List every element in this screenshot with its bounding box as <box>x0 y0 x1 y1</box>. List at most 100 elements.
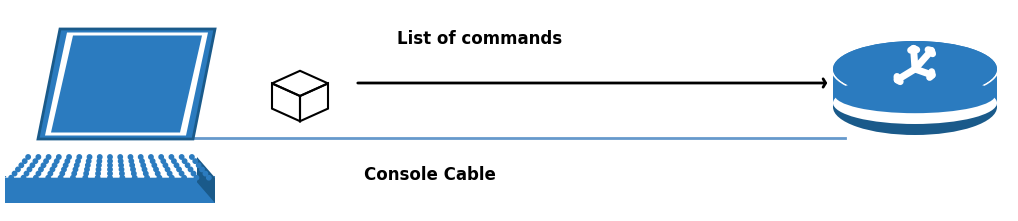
Circle shape <box>39 167 43 172</box>
Circle shape <box>128 155 132 159</box>
Circle shape <box>70 175 75 180</box>
Polygon shape <box>51 36 202 133</box>
Circle shape <box>193 159 197 163</box>
Circle shape <box>62 167 66 172</box>
Circle shape <box>120 171 124 176</box>
Circle shape <box>207 175 211 180</box>
Circle shape <box>169 155 174 159</box>
Circle shape <box>142 163 146 168</box>
Circle shape <box>179 155 184 159</box>
Circle shape <box>188 167 192 172</box>
Circle shape <box>163 163 168 168</box>
Text: Console Cable: Console Cable <box>364 166 496 184</box>
Ellipse shape <box>831 39 999 99</box>
Circle shape <box>177 167 181 172</box>
Circle shape <box>96 175 100 180</box>
Circle shape <box>204 171 208 176</box>
Circle shape <box>149 155 153 159</box>
Circle shape <box>108 155 112 159</box>
Circle shape <box>151 159 155 163</box>
Circle shape <box>37 155 41 159</box>
Ellipse shape <box>835 77 996 113</box>
Polygon shape <box>197 157 215 203</box>
Circle shape <box>108 167 112 172</box>
Circle shape <box>165 167 170 172</box>
Circle shape <box>27 167 32 172</box>
Circle shape <box>22 159 26 163</box>
Ellipse shape <box>833 41 997 97</box>
Circle shape <box>52 163 57 168</box>
Circle shape <box>120 175 124 180</box>
Ellipse shape <box>833 41 997 97</box>
Circle shape <box>138 155 143 159</box>
Circle shape <box>130 163 134 168</box>
Circle shape <box>55 159 59 163</box>
Polygon shape <box>5 157 215 178</box>
Circle shape <box>182 159 187 163</box>
Circle shape <box>144 171 148 176</box>
Circle shape <box>97 159 102 163</box>
Circle shape <box>96 171 100 176</box>
Circle shape <box>34 175 38 180</box>
Circle shape <box>31 163 35 168</box>
Circle shape <box>34 159 38 163</box>
Circle shape <box>118 155 122 159</box>
Circle shape <box>44 159 48 163</box>
Circle shape <box>159 155 163 159</box>
Circle shape <box>21 175 25 180</box>
Circle shape <box>108 159 112 163</box>
Circle shape <box>145 175 150 180</box>
Circle shape <box>88 155 92 159</box>
Circle shape <box>15 167 20 172</box>
Circle shape <box>108 175 112 180</box>
Polygon shape <box>38 29 215 139</box>
Circle shape <box>72 171 76 176</box>
Circle shape <box>139 159 145 163</box>
Circle shape <box>74 163 79 168</box>
Circle shape <box>172 159 176 163</box>
Text: List of commands: List of commands <box>397 30 563 48</box>
Circle shape <box>47 155 51 159</box>
Circle shape <box>200 167 205 172</box>
Circle shape <box>170 175 174 180</box>
Circle shape <box>58 175 63 180</box>
Circle shape <box>130 167 135 172</box>
Ellipse shape <box>833 82 997 124</box>
Circle shape <box>131 171 136 176</box>
Circle shape <box>119 163 123 168</box>
Circle shape <box>108 171 112 176</box>
Circle shape <box>9 175 13 180</box>
Circle shape <box>19 163 23 168</box>
Circle shape <box>189 155 194 159</box>
Circle shape <box>194 175 199 180</box>
Circle shape <box>84 167 90 172</box>
Ellipse shape <box>833 79 997 135</box>
Circle shape <box>119 167 124 172</box>
Circle shape <box>179 171 184 176</box>
Circle shape <box>37 171 41 176</box>
Polygon shape <box>833 69 997 107</box>
Circle shape <box>73 167 77 172</box>
Circle shape <box>191 171 195 176</box>
Circle shape <box>86 163 90 168</box>
Circle shape <box>42 163 46 168</box>
Circle shape <box>65 159 69 163</box>
Polygon shape <box>45 32 208 135</box>
Circle shape <box>48 171 53 176</box>
Circle shape <box>152 163 157 168</box>
Circle shape <box>97 167 101 172</box>
Circle shape <box>167 171 172 176</box>
Circle shape <box>143 167 147 172</box>
Circle shape <box>157 175 162 180</box>
Circle shape <box>108 163 112 168</box>
Circle shape <box>87 159 91 163</box>
Circle shape <box>185 163 189 168</box>
Circle shape <box>132 175 136 180</box>
Circle shape <box>60 171 64 176</box>
Circle shape <box>50 167 55 172</box>
Circle shape <box>46 175 51 180</box>
Circle shape <box>12 171 16 176</box>
Circle shape <box>118 159 123 163</box>
Circle shape <box>63 163 68 168</box>
Polygon shape <box>833 69 997 106</box>
